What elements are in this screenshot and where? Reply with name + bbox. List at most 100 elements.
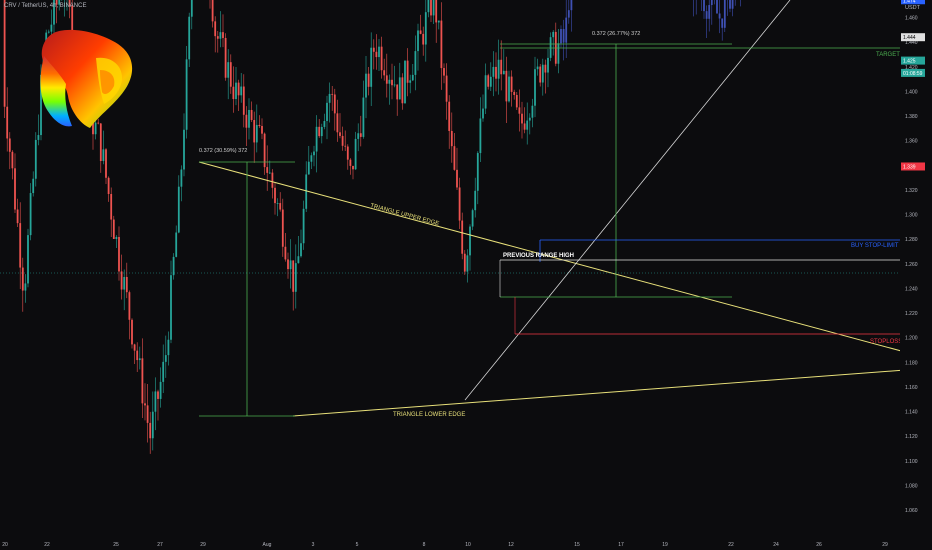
candle — [216, 31, 219, 53]
drawings-layer — [0, 0, 906, 417]
candle — [261, 118, 263, 140]
candle — [97, 118, 100, 125]
candle — [133, 343, 136, 364]
candle — [118, 226, 120, 281]
candle — [274, 182, 276, 215]
candle — [547, 48, 549, 88]
candle — [24, 274, 27, 303]
candle — [714, 0, 715, 5]
time-tick-label: 29 — [200, 542, 206, 548]
price-tick-label: 1.200 — [905, 336, 918, 342]
price-tick-label: 1.100 — [905, 459, 918, 465]
time-tick-label: 22 — [44, 542, 50, 548]
candle — [695, 0, 697, 15]
candle — [437, 20, 440, 30]
candle — [495, 52, 497, 92]
candle — [349, 158, 352, 175]
candle — [58, 0, 61, 11]
candle — [391, 63, 393, 100]
candle — [211, 0, 214, 28]
candle — [209, 0, 211, 9]
price-tag: 1.444 — [901, 33, 925, 42]
target-label: TARGET — [876, 52, 900, 58]
candle — [339, 113, 341, 139]
candle — [138, 346, 141, 370]
candle — [357, 123, 360, 152]
candle — [315, 115, 318, 173]
candle — [19, 202, 22, 290]
triangle-upper-edge[interactable] — [198, 161, 906, 353]
time-tick-label: 27 — [157, 542, 163, 548]
candle — [474, 177, 477, 218]
candle — [523, 107, 526, 134]
candle — [255, 104, 258, 153]
candle — [528, 113, 531, 135]
candle — [352, 165, 354, 180]
candle — [177, 175, 180, 234]
candle — [323, 113, 326, 130]
price-tick-label: 1.420 — [905, 65, 918, 71]
candle — [565, 0, 568, 58]
candle — [320, 123, 323, 144]
candle — [170, 260, 172, 344]
candle — [279, 192, 282, 212]
candle — [268, 160, 271, 175]
candle — [310, 152, 313, 169]
candle — [253, 111, 256, 163]
svg-text:1.474: 1.474 — [903, 0, 916, 4]
triangle-lower-edge[interactable] — [292, 369, 906, 417]
candle — [482, 94, 484, 122]
breakout-trendline[interactable] — [464, 0, 791, 401]
time-tick-label: 22 — [728, 542, 734, 548]
candle — [359, 115, 362, 147]
price-tick-label: 1.400 — [905, 89, 918, 95]
price-tick-label: 1.140 — [905, 410, 918, 416]
candle — [419, 14, 422, 35]
candle — [190, 0, 193, 30]
candle — [159, 367, 162, 408]
candle — [151, 391, 154, 451]
candle — [292, 260, 295, 311]
candle — [307, 146, 310, 175]
previous-range-high-label: PREVIOUS RANGE HIGH — [503, 253, 574, 259]
price-tick-label: 1.280 — [905, 237, 918, 243]
candles-layer — [3, 0, 741, 454]
candle — [258, 115, 261, 128]
candle — [567, 0, 570, 24]
candle — [123, 269, 126, 311]
candle — [456, 147, 458, 191]
candle — [500, 40, 503, 91]
candle — [427, 0, 430, 18]
candle — [240, 73, 243, 103]
candle — [271, 169, 274, 199]
candle — [492, 51, 495, 97]
candle — [502, 49, 505, 75]
time-tick-label: 15 — [574, 542, 580, 548]
candle — [227, 49, 230, 100]
candle — [214, 16, 217, 53]
candle — [47, 29, 50, 34]
candle — [300, 229, 302, 258]
candle — [378, 39, 380, 72]
svg-text:1.444: 1.444 — [903, 35, 916, 41]
candle — [68, 0, 71, 19]
candle — [6, 87, 9, 152]
candle — [136, 342, 139, 373]
candle — [424, 0, 427, 62]
candle — [539, 63, 542, 87]
candle — [180, 165, 183, 202]
candle — [34, 132, 37, 187]
candle — [469, 224, 471, 271]
candle — [245, 106, 248, 147]
candle — [705, 5, 708, 38]
candle — [237, 79, 240, 112]
candle — [417, 23, 419, 71]
candle — [224, 33, 227, 81]
candle — [99, 123, 102, 173]
time-tick-label: 12 — [508, 542, 514, 548]
candle — [554, 22, 557, 67]
candle — [66, 0, 68, 11]
candle — [53, 0, 55, 35]
